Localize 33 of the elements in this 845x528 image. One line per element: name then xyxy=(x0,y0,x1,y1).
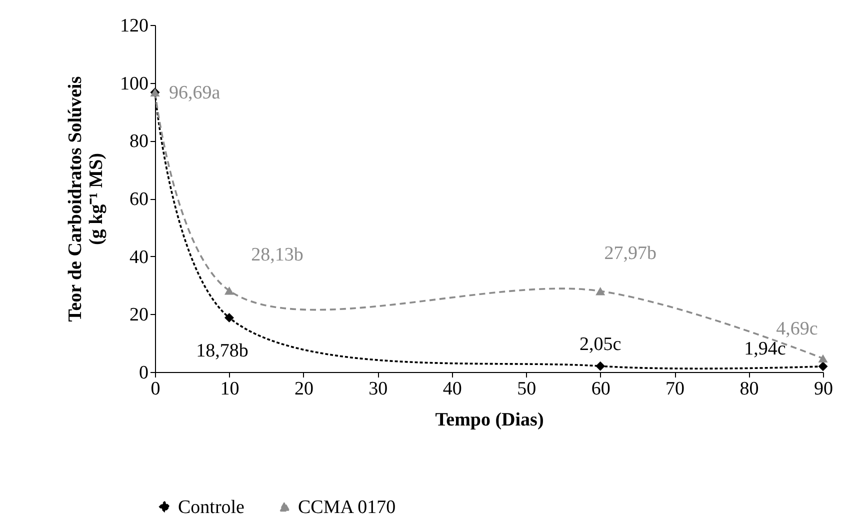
data-label: 2,05c xyxy=(579,334,622,356)
x-tick-label: 80 xyxy=(740,378,759,400)
x-tick-label: 10 xyxy=(220,378,240,400)
point xyxy=(818,354,828,363)
y-tick-label: 80 xyxy=(130,131,148,152)
y-tick-label: 120 xyxy=(120,16,148,36)
x-tick-label: 40 xyxy=(442,378,462,400)
x-tick-label: 20 xyxy=(294,378,314,400)
x-tick-label: 50 xyxy=(517,378,536,400)
data-label: 28,13b xyxy=(251,244,304,266)
data-label: 27,97b xyxy=(604,243,656,264)
y-tick-label: 40 xyxy=(130,246,148,268)
x-tick-label: 90 xyxy=(814,378,833,400)
legend-label: CCMA 0170 xyxy=(298,496,396,518)
y-tick-label: 60 xyxy=(130,189,148,210)
data-label: 18,78b xyxy=(196,340,248,362)
point xyxy=(224,286,234,295)
data-label: 4,69c xyxy=(776,318,818,340)
x-tick-label: 30 xyxy=(368,378,388,400)
data-label: 96,69a xyxy=(169,82,221,104)
y-axis-title: Teor de Carboidratos Solúveis (g kg⁻¹ MS) xyxy=(65,76,107,322)
data-label: 1,94c xyxy=(744,338,786,360)
y-tick-label: 20 xyxy=(130,304,148,326)
legend-label: Controle xyxy=(178,496,244,518)
x-tick-label: 60 xyxy=(591,378,610,400)
x-tick-label: 70 xyxy=(666,378,685,400)
point xyxy=(818,362,828,372)
x-axis-title: Tempo (Dias) xyxy=(435,410,544,430)
point xyxy=(596,361,606,371)
point xyxy=(596,287,606,296)
point xyxy=(224,312,234,322)
y-tick-label: 0 xyxy=(139,362,148,384)
y-tick-label: 100 xyxy=(120,73,148,94)
